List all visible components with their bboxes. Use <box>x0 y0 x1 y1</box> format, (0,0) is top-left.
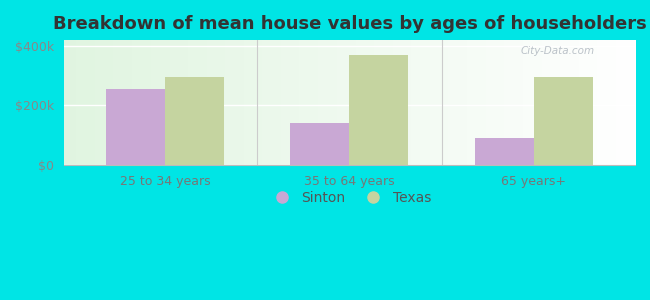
Bar <box>165 77 224 165</box>
Bar <box>534 77 593 165</box>
Bar <box>474 138 534 165</box>
Bar <box>291 123 350 165</box>
Bar <box>106 89 165 165</box>
Title: Breakdown of mean house values by ages of householders: Breakdown of mean house values by ages o… <box>53 15 646 33</box>
Legend: Sinton, Texas: Sinton, Texas <box>263 185 437 210</box>
Bar <box>350 55 408 165</box>
Text: City-Data.com: City-Data.com <box>521 46 595 56</box>
